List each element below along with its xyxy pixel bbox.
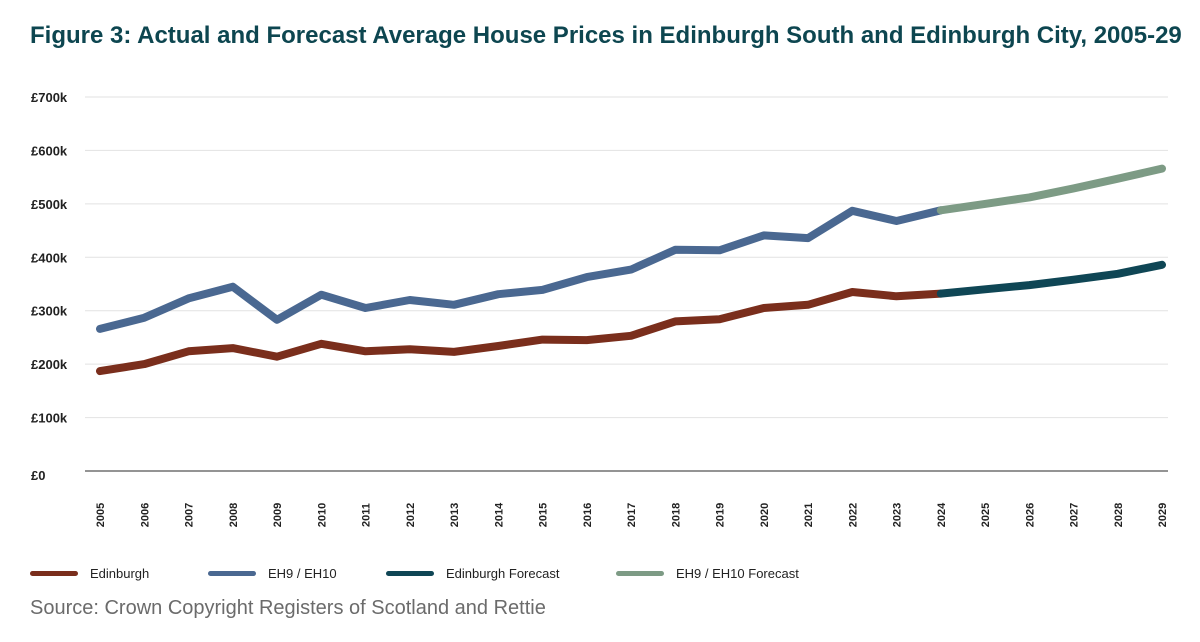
y-tick-label: £600k [31, 143, 68, 158]
x-tick-label: 2010 [316, 503, 328, 527]
x-tick-label: 2007 [184, 503, 196, 527]
x-tick-label: 2018 [670, 503, 682, 527]
x-tick-label: 2013 [449, 503, 461, 527]
x-tick-label: 2027 [1069, 503, 1081, 527]
series-line-eh9-eh10-forecast [936, 164, 1166, 215]
y-tick-label: £0 [31, 468, 45, 483]
chart-title: Figure 3: Actual and Forecast Average Ho… [30, 22, 1182, 49]
y-axis-ticks: £0 £100k £200k £300k £400k £500k £600k £700k [31, 90, 68, 483]
y-tick-label: £500k [31, 197, 68, 212]
x-tick-label: 2008 [228, 503, 240, 527]
x-tick-label: 2022 [847, 503, 859, 527]
legend-item: EH9 / EH10 Forecast [616, 565, 799, 581]
x-tick-label: 2006 [139, 503, 151, 527]
legend-item: Edinburgh [30, 565, 149, 581]
source-note: Source: Crown Copyright Registers of Sco… [30, 597, 546, 619]
x-tick-label: 2021 [803, 503, 815, 527]
legend-swatch [386, 570, 434, 576]
x-tick-label: 2025 [980, 503, 992, 527]
x-tick-label: 2028 [1113, 503, 1125, 527]
x-tick-label: 2011 [361, 503, 373, 527]
x-tick-label: 2016 [582, 503, 594, 527]
legend-label: Edinburgh Forecast [446, 565, 560, 581]
y-tick-label: £200k [31, 357, 68, 372]
y-tick-label: £700k [31, 90, 68, 105]
x-tick-label: 2020 [759, 503, 771, 527]
legend-item: Edinburgh Forecast [386, 565, 559, 581]
y-tick-label: £300k [31, 304, 68, 319]
legend-item: EH9 / EH10 [208, 565, 337, 581]
x-tick-label: 2017 [626, 503, 638, 527]
legend-label: Edinburgh [90, 565, 150, 581]
x-tick-label: 2009 [272, 503, 284, 527]
legend-label: EH9 / EH10 [268, 565, 337, 581]
x-tick-label: 2019 [715, 503, 727, 527]
y-tick-label: £100k [31, 411, 68, 426]
y-tick-label: £400k [31, 250, 68, 265]
legend: Edinburgh EH9 / EH10 Edinburgh Forecast EH9… [30, 565, 1180, 581]
x-tick-label: 2026 [1024, 503, 1036, 527]
x-tick-label: 2029 [1157, 503, 1169, 527]
x-tick-label: 2024 [936, 502, 948, 527]
x-tick-label: 2014 [493, 502, 505, 527]
legend-swatch [30, 570, 78, 576]
legend-swatch [208, 570, 256, 576]
x-tick-label: 2005 [95, 503, 107, 527]
series-lines [96, 164, 1166, 376]
legend-swatch [616, 570, 664, 576]
x-tick-label: 2015 [538, 503, 550, 527]
x-tick-label: 2012 [405, 503, 417, 527]
x-axis-ticks: 2005 2006 2007 2008 2009 2010 2011 2012 2013 2014… [95, 502, 1169, 527]
series-line-edinburgh-forecast [936, 260, 1166, 298]
series-line-edinburgh [96, 288, 945, 376]
legend-label: EH9 / EH10 Forecast [676, 565, 799, 581]
x-tick-label: 2023 [892, 503, 904, 527]
series-line-eh9-eh10 [96, 206, 945, 333]
line-chart: £0 £100k £200k £300k £400k £500k £600k £700k 20… [31, 90, 1169, 527]
